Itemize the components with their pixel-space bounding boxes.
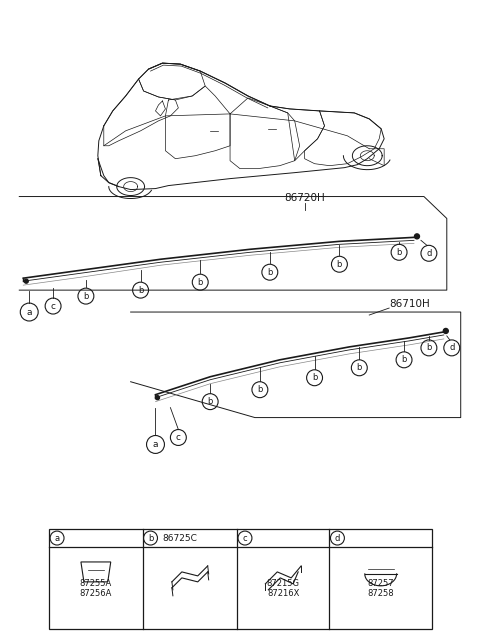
Text: 86710H: 86710H: [389, 299, 430, 309]
Text: b: b: [357, 363, 362, 372]
Text: d: d: [426, 249, 432, 258]
Text: b: b: [267, 268, 273, 277]
Text: b: b: [337, 260, 342, 269]
Circle shape: [415, 234, 420, 239]
Text: b: b: [83, 292, 89, 301]
Text: d: d: [335, 533, 340, 542]
Circle shape: [24, 279, 28, 283]
Text: 86725C: 86725C: [162, 533, 197, 542]
Text: 87256A: 87256A: [80, 589, 112, 598]
Text: b: b: [257, 385, 263, 394]
Text: b: b: [396, 248, 402, 257]
Circle shape: [444, 328, 448, 333]
Text: a: a: [153, 440, 158, 449]
Text: 87216X: 87216X: [267, 589, 300, 598]
Text: 87258: 87258: [367, 589, 394, 598]
Text: b: b: [207, 397, 213, 406]
Text: 87255A: 87255A: [80, 579, 112, 588]
Text: 87257: 87257: [367, 579, 394, 588]
Text: 87215G: 87215G: [267, 579, 300, 588]
Text: b: b: [198, 278, 203, 287]
Text: b: b: [401, 355, 407, 364]
Text: 86720H: 86720H: [284, 192, 325, 203]
Text: b: b: [138, 286, 143, 295]
Text: b: b: [312, 373, 317, 382]
Bar: [49, 529, 432, 629]
Text: c: c: [243, 533, 247, 542]
Text: a: a: [26, 308, 32, 317]
Text: b: b: [426, 344, 432, 353]
Text: d: d: [449, 344, 455, 353]
Text: a: a: [55, 533, 60, 542]
Text: b: b: [148, 533, 153, 542]
Text: c: c: [176, 433, 181, 442]
Text: c: c: [50, 301, 56, 310]
Circle shape: [156, 395, 159, 399]
